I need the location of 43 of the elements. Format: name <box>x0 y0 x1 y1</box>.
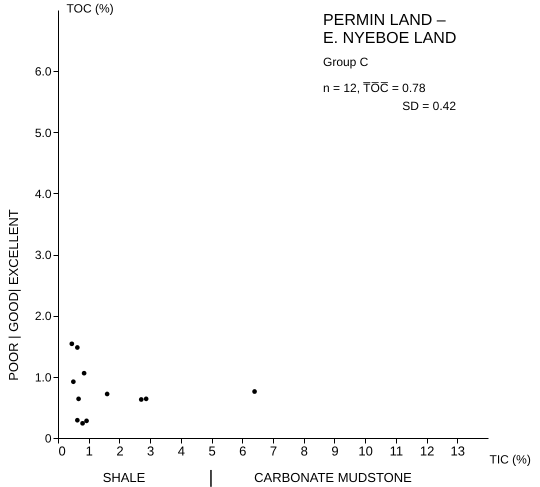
text: CARBONATE MUDSTONE <box>254 470 412 485</box>
x-tick-label: 6 <box>239 444 246 458</box>
x-tick-label: 8 <box>300 444 308 458</box>
text: Group C <box>323 55 369 69</box>
x-tick-label: 13 <box>450 444 466 458</box>
x-tick-label: 7 <box>270 444 278 458</box>
point <box>252 389 257 394</box>
point <box>84 418 89 424</box>
x-tick-label: 11 <box>390 444 404 458</box>
y-axis-title: TOC (%) <box>66 2 114 16</box>
text: | <box>208 467 214 487</box>
x-tick-label: 0 <box>58 444 66 458</box>
x-tick-label: 2 <box>116 444 124 458</box>
x-tick-label: 4 <box>178 444 185 458</box>
text: POOR | GOOD| EXCELLENT <box>6 209 21 381</box>
annotation: SD = 0.42 <box>402 99 456 113</box>
x-tick-label: 1 <box>86 444 93 458</box>
point <box>71 379 76 384</box>
point <box>82 370 86 376</box>
y-tick-label: 6.0 <box>34 64 52 79</box>
point <box>75 345 80 350</box>
y-tick-label: 0 <box>44 432 52 446</box>
point <box>138 397 144 402</box>
text: PERMIN LAND – E. NYEBOE LAND <box>323 12 456 47</box>
x-tick-label: 10 <box>358 444 373 458</box>
point <box>69 342 74 346</box>
y-tick-label: 1.0 <box>34 370 52 384</box>
point <box>144 396 148 402</box>
x-tick-label: 5 <box>208 444 216 458</box>
x-axis-title: TIC (%) <box>490 452 531 466</box>
point <box>104 392 110 396</box>
x-tick-label: 9 <box>331 444 339 458</box>
y-tick-label: 3.0 <box>34 248 52 262</box>
y-tick-label: 5.0 <box>34 126 52 140</box>
point <box>76 396 81 402</box>
x-tick-label: 12 <box>420 444 434 458</box>
x-tick-label: 3 <box>147 444 154 458</box>
y-tick-label: 2.0 <box>34 309 52 324</box>
point <box>80 420 85 426</box>
point <box>75 418 80 423</box>
y-tick-label: 4.0 <box>34 186 52 201</box>
text: SHALE <box>102 470 146 485</box>
annotation: n = 12, T̅O̅C̅ = 0.78 <box>323 81 426 95</box>
